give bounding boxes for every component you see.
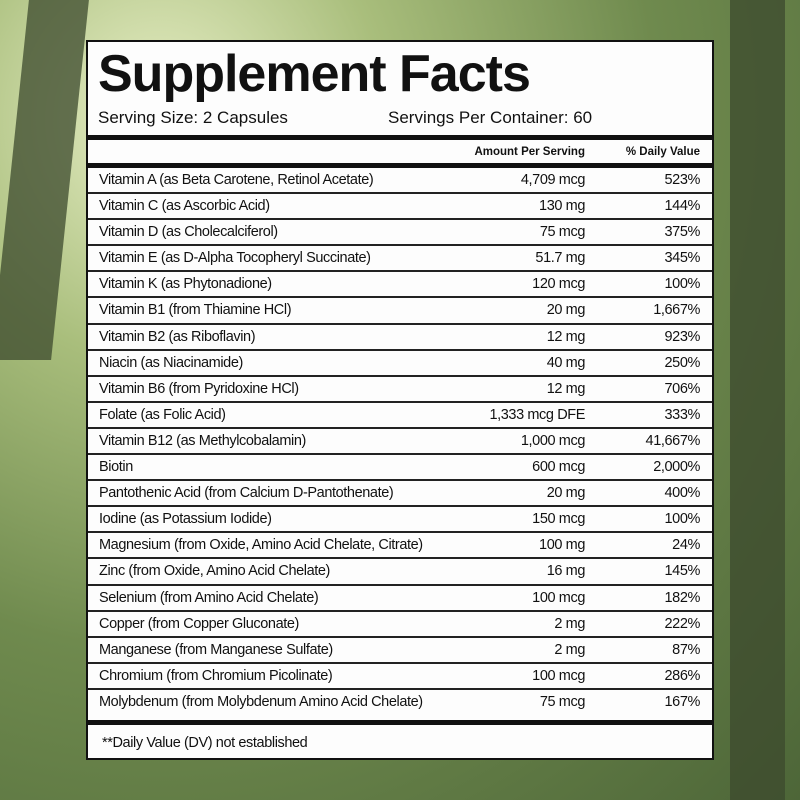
table-row: Pantothenic Acid (from Calcium D-Pantoth…: [88, 481, 712, 508]
daily-value: 222%: [664, 615, 701, 632]
amount-per-serving: 120 mcg: [532, 276, 585, 293]
table-row: Molybdenum (from Molybdenum Amino Acid C…: [88, 690, 712, 714]
nutrient-name: Vitamin B2 (as Riboflavin): [99, 328, 256, 345]
amount-per-serving: 20 mg: [546, 302, 586, 319]
nutrient-name: Copper (from Copper Gluconate): [99, 615, 299, 632]
daily-value: 100%: [664, 276, 701, 293]
daily-value: 167%: [664, 693, 701, 710]
amount-per-serving: 150 mcg: [532, 511, 585, 528]
daily-value: 24%: [672, 537, 700, 554]
amount-per-serving: 100 mcg: [532, 589, 585, 606]
nutrient-name: Magnesium (from Oxide, Amino Acid Chelat…: [99, 537, 423, 554]
daily-value: 923%: [664, 328, 701, 345]
amount-per-serving: 4,709 mcg: [520, 172, 586, 188]
amount-per-serving: 1,333 mcg DFE: [489, 406, 585, 423]
amount-per-serving: 40 mg: [546, 354, 586, 371]
amount-per-serving: 600 mcg: [532, 459, 585, 476]
table-row: Zinc (from Oxide, Amino Acid Chelate) 16 …: [88, 559, 712, 586]
nutrient-name: Pantothenic Acid (from Calcium D-Pantoth…: [99, 485, 394, 502]
nutrient-name: Manganese (from Manganese Sulfate): [99, 641, 333, 658]
amount-per-serving: 2 mg: [554, 615, 585, 632]
table-row: Vitamin D (as Cholecalciferol) 75 mcg 375%: [88, 220, 712, 247]
nutrient-name: Biotin: [99, 459, 133, 476]
daily-value: 400%: [664, 485, 701, 502]
nutrient-name: Folate (as Folic Acid): [99, 406, 226, 423]
nutrient-table: Vitamin A (as Beta Carotene, Retinol Ace…: [88, 168, 712, 714]
table-row: Iodine (as Potassium Iodide) 150 mcg 100%: [88, 507, 712, 534]
table-row: Selenium (from Amino Acid Chelate) 100 mc…: [88, 586, 712, 612]
serving-size: Serving Size: 2 Capsules: [98, 108, 288, 127]
table-row: Biotin 600 mcg 2,000%: [88, 455, 712, 482]
table-row: Vitamin C (as Ascorbic Acid) 130 mg 144%: [88, 194, 712, 221]
nutrient-name: Zinc (from Oxide, Amino Acid Chelate): [99, 563, 330, 580]
daily-value: 1,667%: [653, 302, 700, 319]
amount-per-serving: 130 mg: [539, 198, 585, 215]
nutrient-name: Vitamin K (as Phytonadione): [99, 276, 272, 293]
daily-value: 182%: [664, 589, 701, 606]
daily-value: 286%: [664, 667, 701, 684]
table-row: Manganese (from Manganese Sulfate) 2 mg 87…: [88, 638, 712, 664]
nutrient-name: Vitamin C (as Ascorbic Acid): [99, 198, 270, 215]
amount-per-serving: 16 mg: [546, 563, 586, 580]
table-row: Magnesium (from Oxide, Amino Acid Chelat…: [88, 533, 712, 560]
nutrient-name: Niacin (as Niacinamide): [99, 354, 243, 371]
panel-title: Supplement Facts: [98, 45, 531, 103]
footnote: **Daily Value (DV) not established: [102, 735, 308, 751]
table-row: Niacin (as Niacinamide) 40 mg 250%: [88, 351, 712, 377]
nutrient-name: Selenium (from Amino Acid Chelate): [99, 589, 319, 606]
daily-value: 2,000%: [653, 459, 700, 476]
nutrient-name: Vitamin B1 (from Thiamine HCl): [99, 302, 292, 319]
amount-per-serving: 100 mg: [539, 537, 585, 554]
servings-per-container: Servings Per Container: 60: [388, 108, 593, 127]
divider-thick: [88, 135, 712, 140]
nutrient-name: Molybdenum (from Molybdenum Amino Acid C…: [99, 693, 423, 710]
nutrient-name: Iodine (as Potassium Iodide): [99, 511, 272, 528]
nutrient-name: Chromium (from Chromium Picolinate): [99, 667, 333, 684]
table-row: Vitamin B12 (as Methylcobalamin) 1,000 mc…: [88, 429, 712, 456]
daily-value: 333%: [664, 406, 701, 423]
table-row: Folate (as Folic Acid) 1,333 mcg DFE 333%: [88, 403, 712, 429]
daily-value: 250%: [664, 354, 701, 371]
nutrient-name: Vitamin B6 (from Pyridoxine HCl): [99, 380, 299, 397]
table-row: Vitamin A (as Beta Carotene, Retinol Ace…: [88, 168, 712, 195]
table-row: Vitamin E (as D-Alpha Tocopheryl Succina…: [88, 246, 712, 273]
background-tree-trunk: [730, 0, 785, 800]
dv-column-header: % Daily Value: [625, 146, 700, 158]
table-row: Copper (from Copper Gluconate) 2 mg 222%: [88, 612, 712, 638]
amount-per-serving: 1,000 mcg: [520, 432, 586, 449]
divider-thick: [88, 720, 712, 725]
nutrient-name: Vitamin A (as Beta Carotene, Retinol Ace…: [99, 172, 374, 188]
supplement-facts-panel: Supplement Facts Serving Size: 2 Capsule…: [86, 40, 714, 760]
amount-per-serving: 2 mg: [554, 641, 585, 658]
daily-value: 87%: [672, 641, 700, 658]
amount-per-serving: 12 mg: [546, 328, 586, 345]
daily-value: 375%: [664, 224, 701, 241]
table-row: Vitamin B1 (from Thiamine HCl) 20 mg 1,667…: [88, 298, 712, 325]
nutrient-name: Vitamin D (as Cholecalciferol): [99, 224, 278, 241]
table-row: Chromium (from Chromium Picolinate) 100 m…: [88, 664, 712, 690]
daily-value: 100%: [664, 511, 701, 528]
table-row: Vitamin K (as Phytonadione) 120 mcg 100%: [88, 272, 712, 299]
background-tree-trunk: [0, 0, 89, 360]
amount-per-serving: 51.7 mg: [535, 250, 585, 267]
amount-per-serving: 12 mg: [546, 380, 586, 397]
daily-value: 345%: [664, 250, 701, 267]
nutrient-name: Vitamin B12 (as Methylcobalamin): [99, 432, 306, 449]
daily-value: 41,667%: [645, 432, 701, 449]
nutrient-name: Vitamin E (as D-Alpha Tocopheryl Succina…: [99, 250, 371, 267]
amount-per-serving: 100 mcg: [532, 667, 585, 684]
amount-per-serving: 20 mg: [546, 485, 586, 502]
daily-value: 523%: [664, 172, 701, 188]
amount-column-header: Amount Per Serving: [474, 146, 585, 158]
table-row: Vitamin B2 (as Riboflavin) 12 mg 923%: [88, 325, 712, 351]
daily-value: 145%: [664, 563, 701, 580]
table-row: Vitamin B6 (from Pyridoxine HCl) 12 mg 706…: [88, 377, 712, 403]
amount-per-serving: 75 mcg: [539, 224, 586, 241]
daily-value: 706%: [664, 380, 701, 397]
amount-per-serving: 75 mcg: [539, 693, 586, 710]
daily-value: 144%: [664, 198, 701, 215]
divider-thick: [88, 163, 712, 168]
